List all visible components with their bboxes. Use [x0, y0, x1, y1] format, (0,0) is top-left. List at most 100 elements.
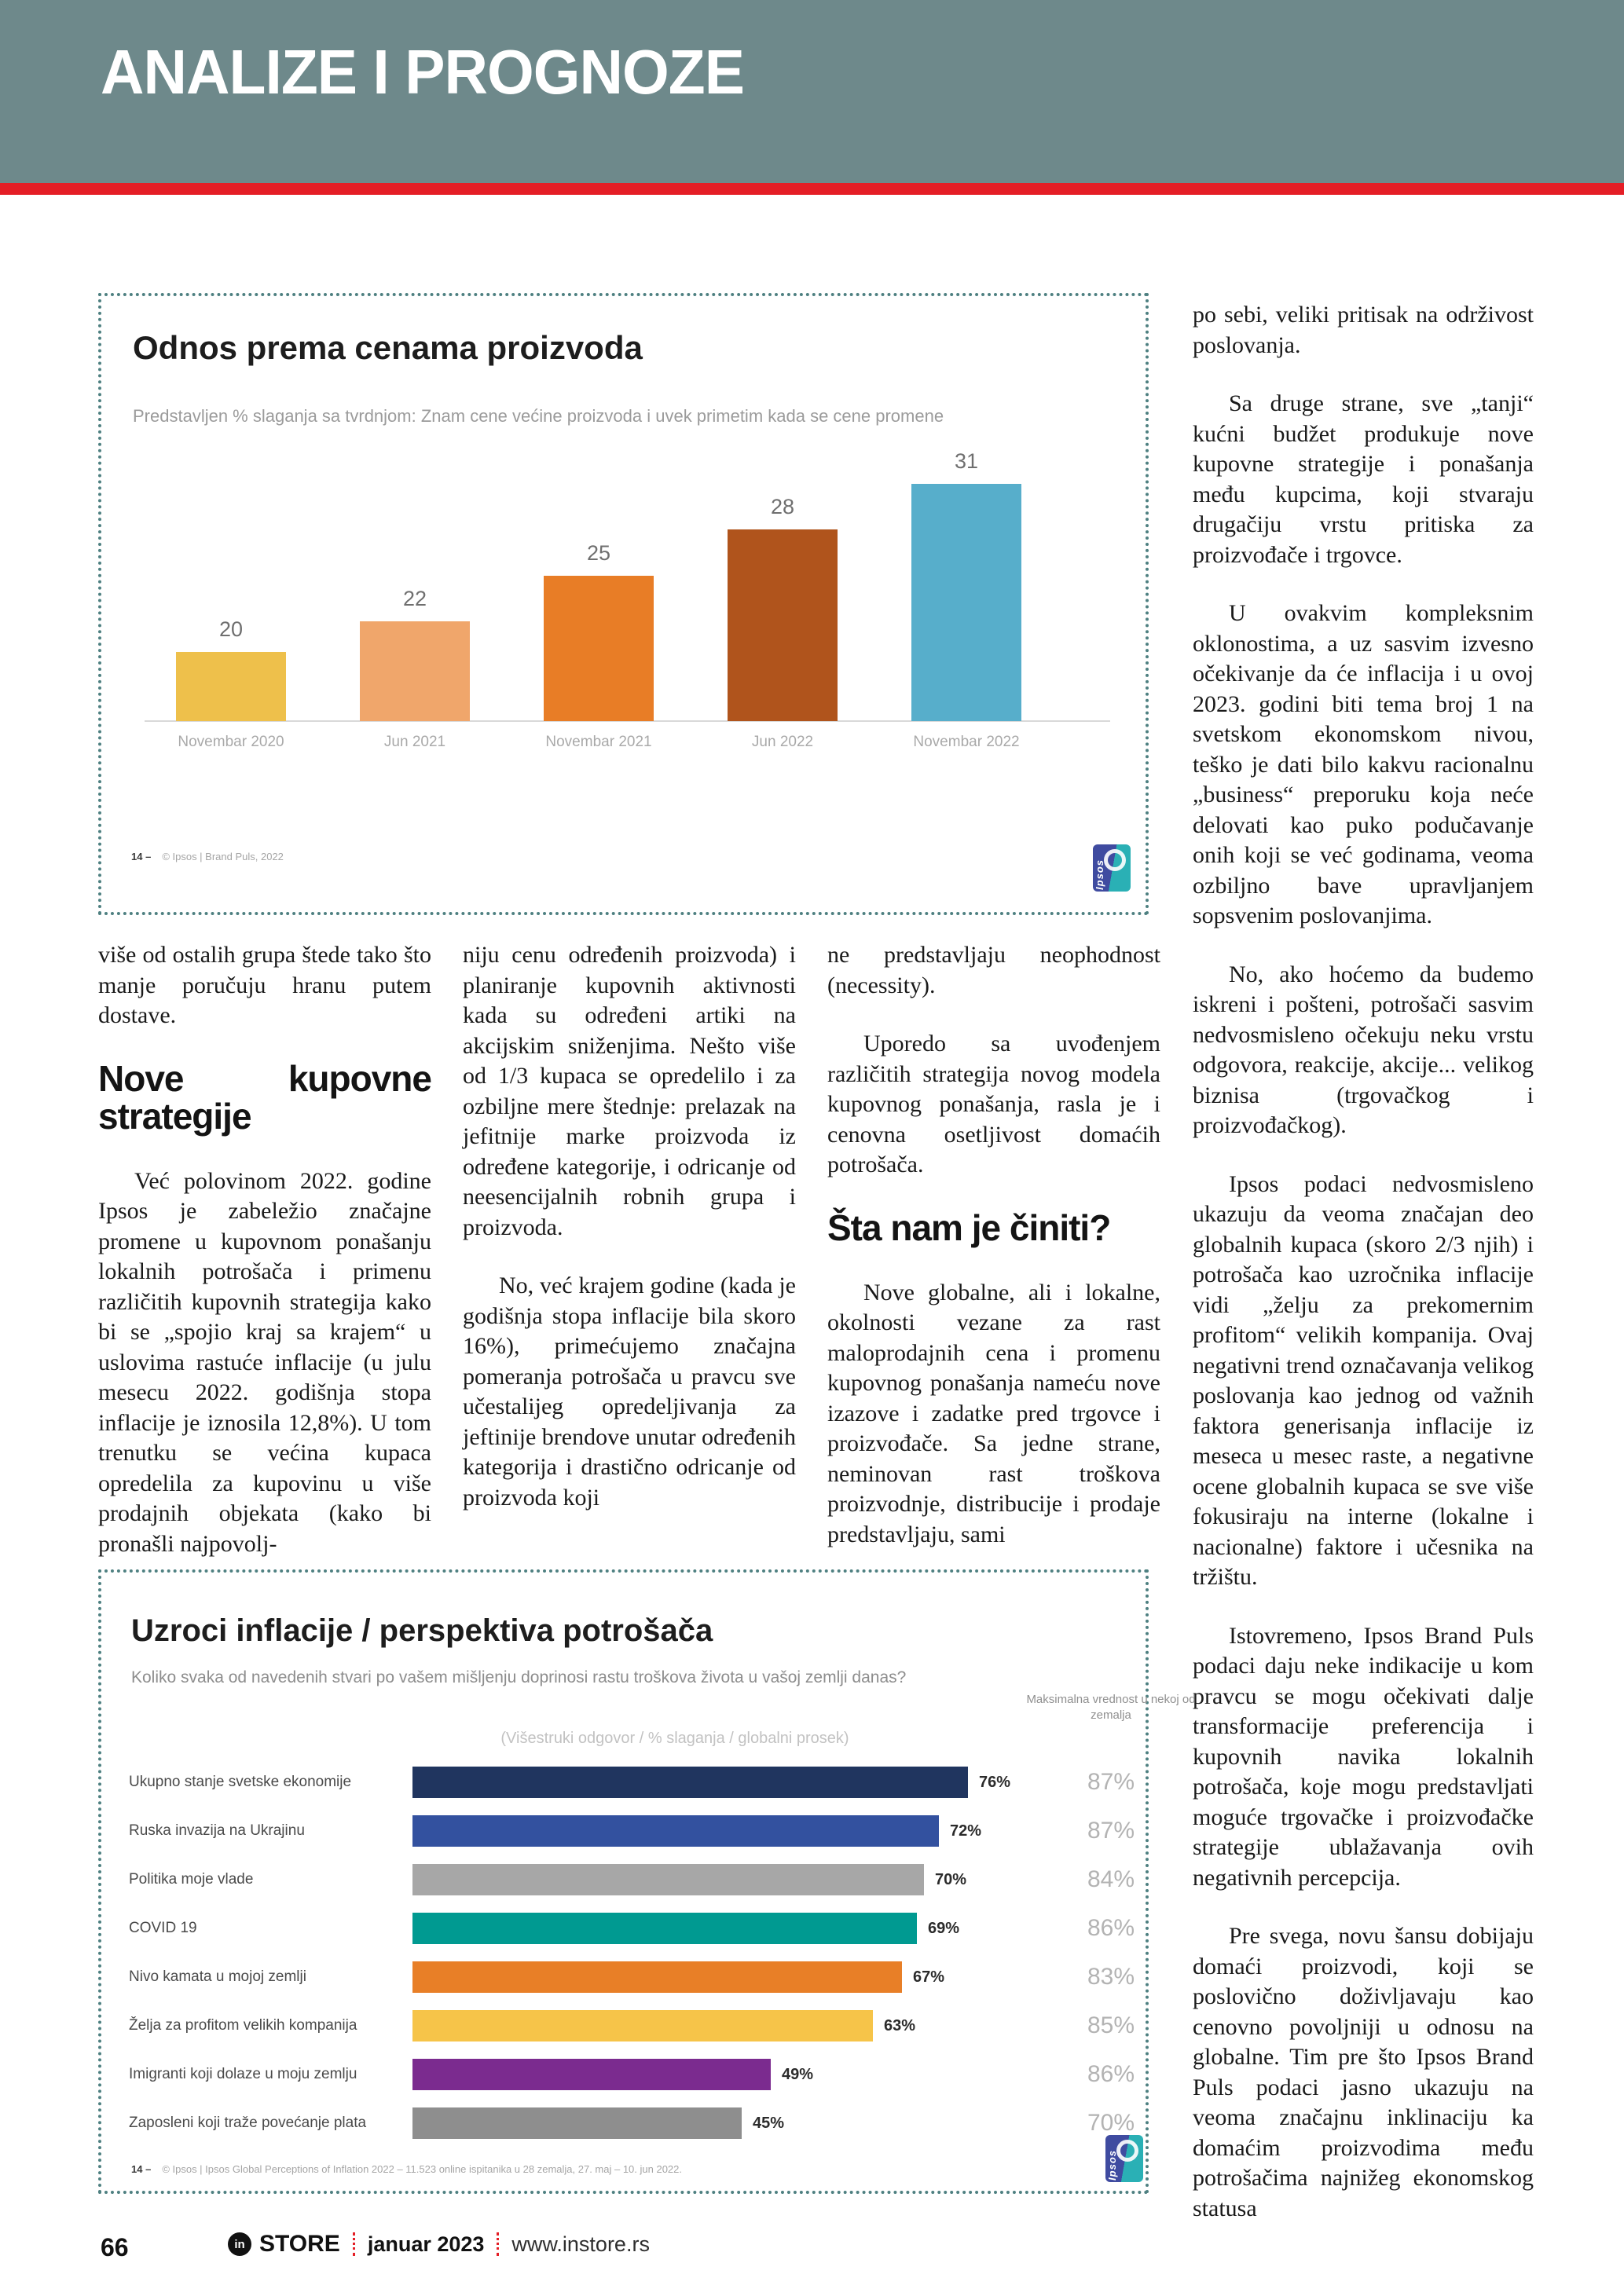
hbar-value-label: 76%: [979, 1774, 1011, 1791]
hbar-max-value: 86%: [1087, 2061, 1135, 2087]
bar-jun-2022: [728, 529, 838, 721]
ipsos-logo-text: Ipsos: [1094, 859, 1105, 890]
page-number: 66: [101, 2233, 129, 2261]
article-paragraph: više od ostalih grupa štede tako što man…: [98, 942, 431, 1028]
article-heading: Nove kupovne strategije: [98, 1057, 432, 1137]
hbar-5: [412, 1961, 902, 1993]
hbar-max-value: 86%: [1087, 1915, 1135, 1941]
footer-brand-name: STORE: [259, 2231, 340, 2257]
hbar-label: Želja za profitom velikih kompanija: [129, 2017, 357, 2034]
article-heading: Šta nam je činiti?: [827, 1207, 1111, 1248]
hbar-4: [412, 1913, 917, 1944]
footnote-number: 14 –: [131, 2163, 152, 2175]
hbar-row: Ruska invazija na Ukrajinu 72% 87%: [101, 1807, 1146, 1855]
hbar-1: [412, 1767, 968, 1798]
header-red-stripe: [0, 183, 1624, 195]
hbar-max-value: 85%: [1087, 2012, 1135, 2038]
article-paragraph: Sa druge strane, sve „tanji“ kućni budže…: [1193, 390, 1534, 568]
hbar-label: Nivo kamata u mojoj zemlji: [129, 1968, 306, 1985]
bar-category-label: Novembar 2020: [178, 734, 284, 750]
bar-value-label: 31: [954, 449, 979, 473]
hbar-label: Ruska invazija na Ukrajinu: [129, 1822, 305, 1839]
bar-value-label: 28: [770, 495, 795, 518]
article-paragraph: U ovakvim kompleksnim oklonostima, a uz …: [1193, 600, 1534, 928]
footnote-text: © Ipsos | Brand Puls, 2022: [162, 851, 284, 862]
footer-date: januar 2023: [367, 2232, 485, 2256]
hbar-2: [412, 1815, 939, 1847]
ipsos-logo: Ipsos: [1105, 2135, 1143, 2182]
bar-jun-2021: [360, 621, 470, 721]
ipsos-logo-text: Ipsos: [1106, 2150, 1118, 2181]
page-footer: in STORE januar 2023 www.instore.rs: [228, 2231, 650, 2258]
hbar-value-label: 45%: [753, 2115, 785, 2132]
article-paragraph: po sebi, veliki pritisak na održivost po…: [1193, 302, 1534, 358]
chart-title: Uzroci inflacije / perspektiva potrošača: [131, 1613, 713, 1648]
hbar-row: Ukupno stanje svetske ekonomije 76% 87%: [101, 1758, 1146, 1807]
x-axis-line: [145, 720, 1110, 722]
bar-novembar-2021: [544, 576, 654, 721]
ipsos-ring-icon: [1104, 849, 1126, 871]
hbar-row: Nivo kamata u mojoj zemlji 67% 83%: [101, 1953, 1146, 2001]
bar-value-label: 20: [218, 617, 244, 641]
hbar-6: [412, 2010, 873, 2041]
hbar-row: Politika moje vlade 70% 84%: [101, 1855, 1146, 1904]
chart-title: Odnos prema cenama proizvoda: [133, 329, 643, 366]
hbar-row: Imigranti koji dolaze u moju zemlju 49% 86…: [101, 2050, 1146, 2099]
chart-note: (Višestruki odgovor / % slaganja / globa…: [500, 1730, 849, 1747]
hbar-value-label: 49%: [782, 2066, 814, 2083]
article-column-1: više od ostalih grupa štede tako što man…: [98, 940, 432, 1559]
article-column-3: ne predstavljaju neophodnost (necessity)…: [827, 940, 1160, 1550]
article-paragraph: No, već krajem godine (kada je godišnja …: [463, 1273, 797, 1511]
article-paragraph: Već polovinom 2022. godine Ipsos je zabe…: [98, 1167, 431, 1557]
bar-category-label: Jun 2022: [751, 734, 814, 750]
hbar-max-value: 83%: [1087, 1964, 1135, 1990]
bar-novembar-2020: [176, 652, 286, 721]
bar-category-label: Novembar 2022: [913, 734, 1020, 750]
hbar-3: [412, 1864, 924, 1895]
chart-price-attitude: Odnos prema cenama proizvoda Predstavlje…: [98, 293, 1149, 915]
hbar-label: Ukupno stanje svetske ekonomije: [129, 1774, 352, 1790]
article-paragraph: Nove globalne, ali i lokalne, okolnosti …: [827, 1279, 1160, 1547]
instore-logo-letters: in: [234, 2237, 245, 2251]
footer-separator-icon: [497, 2232, 500, 2256]
article-paragraph: Pre svega, novu šansu dobijaju domaći pr…: [1193, 1923, 1534, 2221]
article-paragraph: Ipsos podaci nedvosmisleno ukazuju da ve…: [1193, 1170, 1534, 1591]
chart-subtitle: Predstavljen % slaganja sa tvrdnjom: Zna…: [133, 406, 944, 426]
hbar-7: [412, 2059, 771, 2090]
ipsos-logo: Ipsos: [1093, 844, 1131, 892]
section-title: ANALIZE I PROGNOZE: [101, 37, 745, 107]
hbar-max-value: 87%: [1087, 1769, 1135, 1795]
hbar-value-label: 63%: [884, 2017, 916, 2034]
bar-value-label: 25: [586, 541, 611, 565]
hbar-8: [412, 2107, 742, 2139]
footnote-number: 14 –: [131, 851, 152, 862]
hbar-row: Želja za profitom velikih kompanija 63% 85…: [101, 2001, 1146, 2050]
hbar-value-label: 69%: [928, 1920, 960, 1937]
hbar-label: Imigranti koji dolaze u moju zemlju: [129, 2066, 357, 2082]
bar-category-label: Novembar 2021: [545, 734, 652, 750]
page-header: ANALIZE I PROGNOZE: [0, 0, 1624, 183]
hbar-max-value: 84%: [1087, 1866, 1135, 1892]
max-value-column-header: Maksimalna vrednost u nekoj od zemalja: [1026, 1693, 1196, 1722]
bar-novembar-2022: [911, 484, 1021, 721]
chart-footnote: 14 – © Ipsos | Ipsos Global Perceptions o…: [131, 2163, 682, 2175]
hbar-max-value: 87%: [1087, 1818, 1135, 1844]
article-column-2: niju cenu određenih proizvoda) i planira…: [463, 940, 796, 1513]
article-paragraph: ne predstavljaju neophodnost (necessity)…: [827, 942, 1160, 998]
footer-separator-icon: [352, 2232, 355, 2256]
chart-inflation-causes: Uzroci inflacije / perspektiva potrošača…: [98, 1569, 1196, 2194]
hbar-row: COVID 19 69% 86%: [101, 1904, 1146, 1953]
article-paragraph: Uporedo sa uvođenjem različitih strategi…: [827, 1031, 1160, 1177]
hbar-value-label: 70%: [935, 1871, 967, 1888]
article-paragraph: No, ako hoćemo da budemo iskreni i pošte…: [1193, 961, 1534, 1139]
ipsos-ring-icon: [1116, 2140, 1138, 2162]
hbar-label: Politika moje vlade: [129, 1871, 254, 1888]
bar-value-label: 22: [402, 587, 427, 610]
article-paragraph: niju cenu određenih proizvoda) i planira…: [463, 942, 796, 1240]
hbar-value-label: 67%: [913, 1968, 945, 1986]
hbar-label: COVID 19: [129, 1920, 197, 1936]
hbar-row: Zaposleni koji traže povećanje plata 45% 7…: [101, 2099, 1146, 2148]
footer-site-url: www.instore.rs: [511, 2232, 650, 2256]
instore-logo-icon: in: [228, 2232, 251, 2256]
